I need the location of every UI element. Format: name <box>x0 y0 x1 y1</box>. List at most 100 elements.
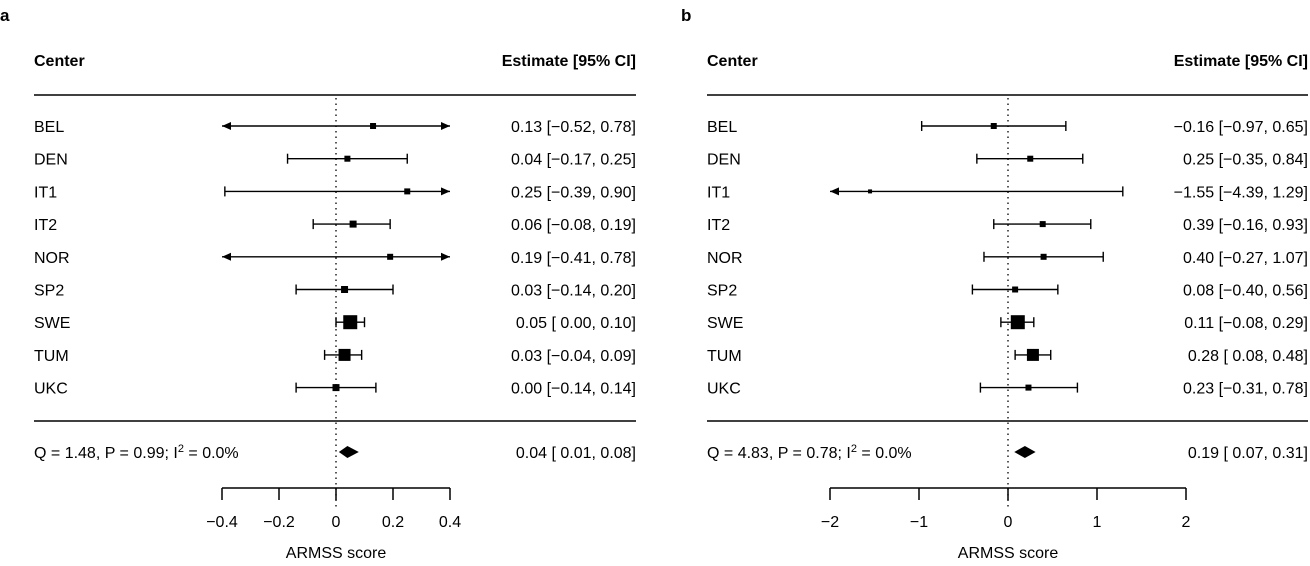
estimate-ci-label: 0.40 [−0.27, 1.07] <box>1183 250 1308 267</box>
superscript-2: 2 <box>178 443 184 455</box>
stat-value: 0.99 <box>133 445 164 462</box>
point-estimate-marker <box>990 123 997 129</box>
row-tum: TUM 0.28 [ 0.08, 0.48] <box>707 348 1308 365</box>
estimate-ci-label: 0.08 [−0.40, 0.56] <box>1183 283 1308 300</box>
stat-text: , P = <box>769 445 807 462</box>
panel-label: b <box>681 6 691 25</box>
point-estimate-marker <box>1039 221 1046 228</box>
x-tick-label: 0.2 <box>382 514 404 531</box>
stat-text: , P = <box>96 445 134 462</box>
center-label: TUM <box>34 348 69 365</box>
estimate-ci-label: 0.03 [−0.04, 0.09] <box>511 348 636 365</box>
row-it2: IT2 0.06 [−0.08, 0.19] <box>34 217 636 234</box>
summary-diamond <box>338 446 359 458</box>
point-estimate-marker <box>387 253 394 260</box>
center-label: UKC <box>34 381 68 398</box>
point-estimate-marker <box>1040 253 1047 260</box>
estimate-ci-label: 0.23 [−0.31, 0.78] <box>1183 381 1308 398</box>
stat-value: 0.0% <box>202 445 238 462</box>
x-tick-label: −0.2 <box>263 514 295 531</box>
center-label: IT2 <box>707 217 730 234</box>
center-label: DEN <box>707 152 741 169</box>
estimate-ci-label: 0.25 [−0.35, 0.84] <box>1183 152 1308 169</box>
point-estimate-marker <box>1010 315 1025 330</box>
x-tick-label: −0.4 <box>206 514 238 531</box>
row-bel: BEL −0.16 [−0.97, 0.65] <box>707 119 1308 136</box>
summary-estimate-label: 0.19 [ 0.07, 0.31] <box>1188 445 1308 462</box>
x-tick-label: −2 <box>821 514 839 531</box>
estimate-ci-label: 0.03 [−0.14, 0.20] <box>511 283 636 300</box>
header-estimate: Estimate [95% CI] <box>502 53 636 70</box>
ci-arrow-left <box>222 122 231 130</box>
estimate-ci-label: 0.25 [−0.39, 0.90] <box>511 184 636 201</box>
center-label: IT1 <box>707 184 730 201</box>
ci-arrow-left <box>222 252 231 261</box>
row-nor: NOR 0.19 [−0.41, 0.78] <box>34 250 636 267</box>
estimate-ci-label: 0.13 [−0.52, 0.78] <box>511 119 636 136</box>
center-label: BEL <box>34 119 64 136</box>
row-den: DEN 0.04 [−0.17, 0.25] <box>34 152 636 169</box>
row-it1: IT1 −1.55 [−4.39, 1.29] <box>707 184 1308 201</box>
row-tum: TUM 0.03 [−0.04, 0.09] <box>34 348 636 365</box>
center-label: NOR <box>34 250 70 267</box>
stat-value: 0.78 <box>806 445 837 462</box>
summary-estimate-label: 0.04 [ 0.01, 0.08] <box>516 445 636 462</box>
stat-text: = <box>857 445 875 462</box>
x-axis-title: ARMSS score <box>958 545 1059 561</box>
estimate-ci-label: −0.16 [−0.97, 0.65] <box>1174 119 1308 136</box>
point-estimate-marker <box>344 155 351 162</box>
ci-arrow-right <box>441 252 450 261</box>
stat-text: = <box>184 445 202 462</box>
estimate-ci-label: 0.04 [−0.17, 0.25] <box>511 152 636 169</box>
row-sp2: SP2 0.08 [−0.40, 0.56] <box>707 283 1308 300</box>
estimate-ci-label: 0.39 [−0.16, 0.93] <box>1183 217 1308 234</box>
row-ukc: UKC 0.23 [−0.31, 0.78] <box>707 381 1308 398</box>
row-sp2: SP2 0.03 [−0.14, 0.20] <box>34 283 636 300</box>
stat-value: 1.48 <box>65 445 96 462</box>
panel-a: a Center Estimate [95% CI] BEL 0.13 [−0.52, … <box>0 6 636 562</box>
center-label: SP2 <box>34 283 64 300</box>
point-estimate-marker <box>1012 286 1019 293</box>
summary-diamond <box>1014 446 1036 458</box>
stat-text: ; I <box>164 445 177 462</box>
x-tick-label: −1 <box>910 514 928 531</box>
header-estimate: Estimate [95% CI] <box>1174 53 1308 70</box>
stat-text: ; I <box>837 445 850 462</box>
point-estimate-marker <box>1026 348 1039 361</box>
header-center: Center <box>34 53 85 70</box>
point-estimate-marker <box>1027 155 1034 162</box>
x-tick-label: 0.4 <box>439 514 461 531</box>
estimate-ci-label: 0.19 [−0.41, 0.78] <box>511 250 636 267</box>
point-estimate-marker <box>1025 384 1032 391</box>
row-it1: IT1 0.25 [−0.39, 0.90] <box>34 184 636 201</box>
heterogeneity-stats: Q = 1.48, P = 0.99; I2 = 0.0% <box>34 443 239 462</box>
estimate-ci-label: 0.00 [−0.14, 0.14] <box>511 381 636 398</box>
center-label: BEL <box>707 119 737 136</box>
estimate-ci-label: 0.11 [−0.08, 0.29] <box>1184 315 1308 332</box>
ci-arrow-left <box>830 187 839 196</box>
center-label: UKC <box>707 381 741 398</box>
center-label: DEN <box>34 152 68 169</box>
row-swe: SWE 0.05 [ 0.00, 0.10] <box>34 315 636 332</box>
center-label: SWE <box>707 315 743 332</box>
point-estimate-marker <box>404 188 411 195</box>
panel-b: b Center Estimate [95% CI] BEL −0.16 [−0.97,… <box>681 6 1308 562</box>
estimate-ci-label: −1.55 [−4.39, 1.29] <box>1174 184 1308 201</box>
stat-value: 0.0% <box>875 445 911 462</box>
x-tick-label: 1 <box>1093 514 1102 531</box>
stat-text: Q = <box>34 445 65 462</box>
x-axis-title: ARMSS score <box>286 545 387 561</box>
center-label: SWE <box>34 315 70 332</box>
center-label: SP2 <box>707 283 737 300</box>
stat-text: Q = <box>707 445 738 462</box>
point-estimate-marker <box>868 189 873 194</box>
heterogeneity-stats: Q = 4.83, P = 0.78; I2 = 0.0% <box>707 443 912 462</box>
header-center: Center <box>707 53 758 70</box>
center-label: IT2 <box>34 217 57 234</box>
panel-label: a <box>0 6 10 25</box>
point-estimate-marker <box>341 286 349 293</box>
ci-arrow-right <box>441 187 450 196</box>
x-tick-label: 0 <box>332 514 341 531</box>
